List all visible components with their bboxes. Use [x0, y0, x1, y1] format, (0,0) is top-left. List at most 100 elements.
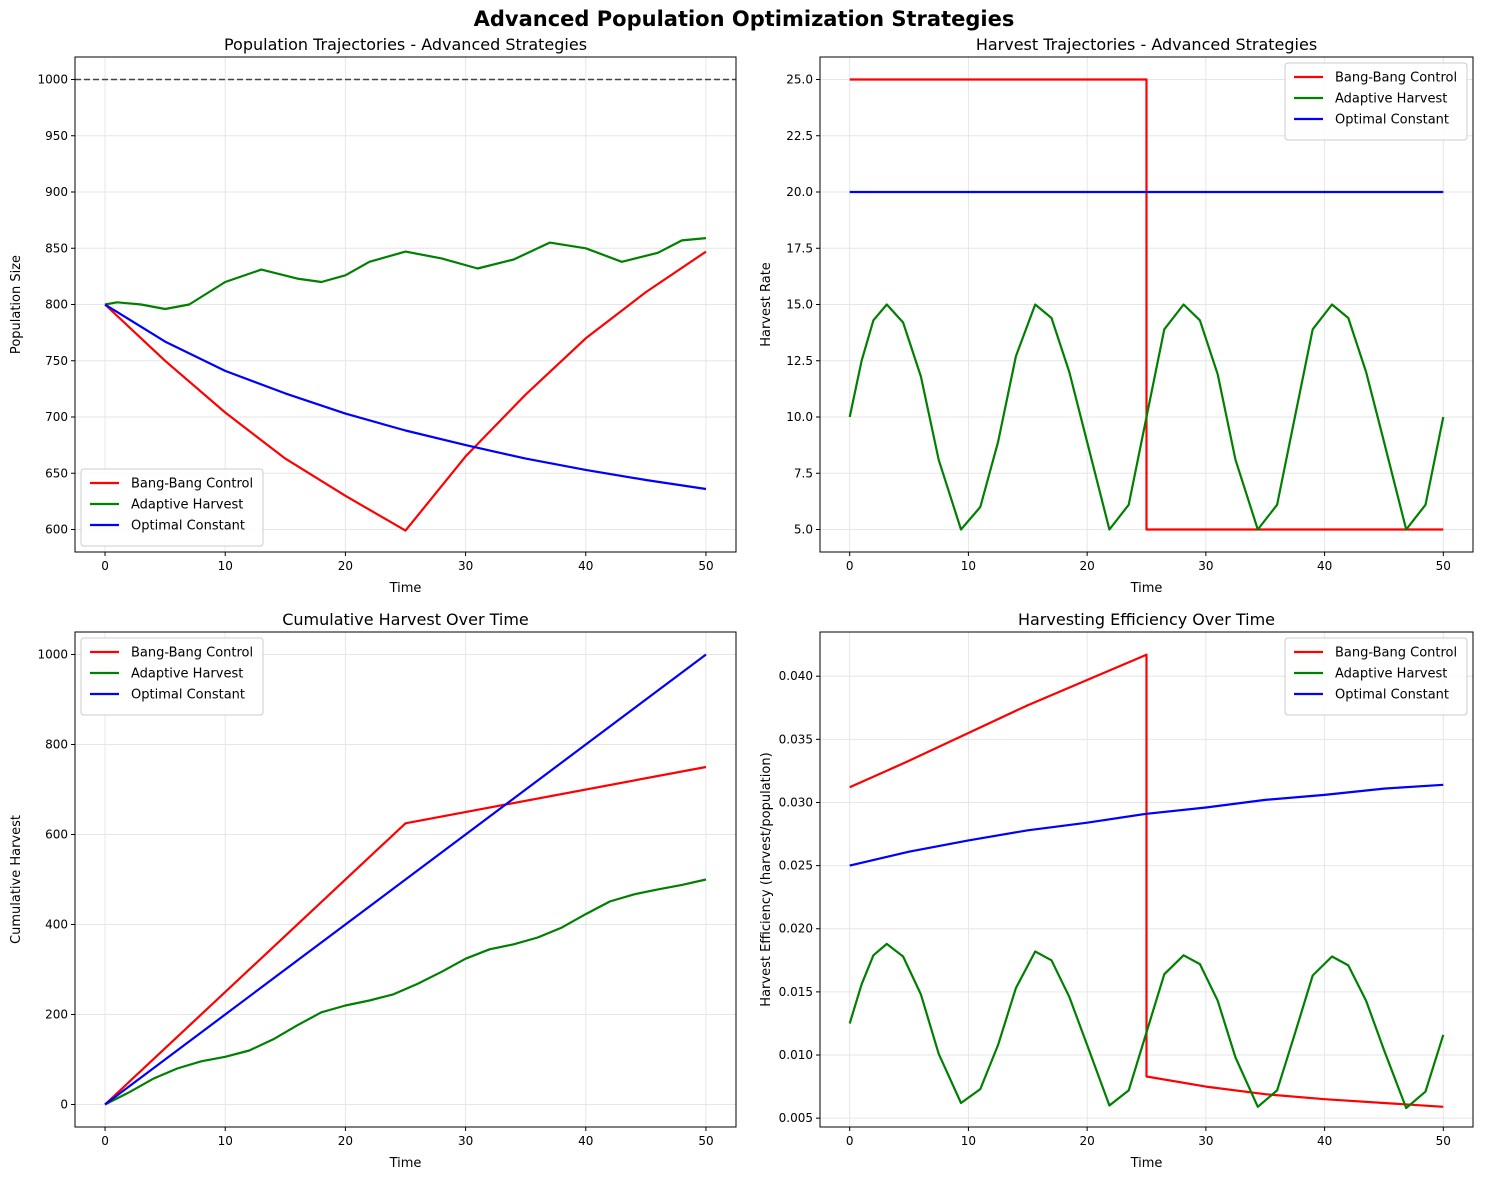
series-line-optimal-constant	[104, 653, 707, 1106]
legend-label: Bang-Bang Control	[1335, 71, 1457, 86]
y-tick-label: 0.015	[779, 985, 813, 999]
x-tick-label: 50	[698, 559, 713, 573]
x-axis-label: Time	[1130, 581, 1163, 596]
y-tick-label: 17.5	[786, 241, 813, 255]
legend-label: Adaptive Harvest	[131, 498, 243, 513]
x-axis-label: Time	[1130, 1156, 1163, 1171]
x-tick-label: 20	[1079, 1134, 1094, 1148]
y-tick-label: 800	[45, 738, 68, 752]
y-tick-label: 1000	[37, 648, 68, 662]
legend: Bang-Bang Control Adaptive Harvest Optimal…	[1284, 637, 1468, 716]
x-tick-label: 30	[1198, 1134, 1213, 1148]
legend-label: Bang-Bang Control	[1335, 646, 1457, 661]
panel-title: Harvest Trajectories - Advanced Strategi…	[976, 35, 1317, 54]
y-tick-label: 950	[45, 129, 68, 143]
y-tick-label: 850	[45, 241, 68, 255]
figure-title: Advanced Population Optimization Strateg…	[474, 7, 1015, 31]
x-tick-label: 40	[578, 1134, 593, 1148]
series-line-adaptive-harvest	[848, 942, 1445, 1110]
y-tick-label: 12.5	[786, 354, 813, 368]
y-tick-label: 0.030	[779, 795, 813, 809]
y-tick-label: 200	[45, 1008, 68, 1022]
y-tick-label: 10.0	[786, 410, 813, 424]
legend-label: Adaptive Harvest	[1335, 667, 1447, 682]
y-tick-label: 0.040	[779, 669, 813, 683]
y-axis-label: Cumulative Harvest	[9, 815, 24, 944]
y-tick-label: 750	[45, 354, 68, 368]
x-tick-label: 0	[846, 559, 854, 573]
x-tick-label: 40	[1317, 1134, 1332, 1148]
chart-panel-2: 0 10 20 30 40 50 5.0 7.5 10.0 12.5 15.0 17.5 20.0 22.…	[759, 35, 1474, 596]
x-tick-label: 50	[1436, 559, 1451, 573]
legend-box	[1284, 62, 1468, 141]
y-tick-label: 0.010	[779, 1048, 813, 1062]
x-tick-label: 0	[101, 559, 109, 573]
y-tick-label: 20.0	[786, 185, 813, 199]
series-line-bang-bang-control	[104, 250, 707, 532]
y-axis-label: Population Size	[9, 255, 24, 354]
legend: Bang-Bang Control Adaptive Harvest Optimal…	[80, 637, 264, 716]
legend-box	[80, 468, 264, 547]
x-tick-label: 40	[578, 559, 593, 573]
legend-label: Optimal Constant	[131, 519, 245, 534]
x-tick-label: 10	[218, 1134, 233, 1148]
panel-title: Harvesting Efficiency Over Time	[1018, 610, 1275, 629]
legend: Bang-Bang Control Adaptive Harvest Optimal…	[1284, 62, 1468, 141]
y-tick-label: 600	[45, 828, 68, 842]
y-tick-label: 25.0	[786, 73, 813, 87]
series-line-optimal-constant	[104, 303, 707, 491]
legend-label: Optimal Constant	[131, 688, 245, 703]
chart-panel-3: 0 10 20 30 40 50 0 200 400 600 800 1000 Cumulative H…	[9, 610, 737, 1171]
series-line-adaptive-harvest	[104, 878, 707, 1106]
y-tick-label: 1000	[37, 73, 68, 87]
x-tick-label: 40	[1317, 559, 1332, 573]
series-line-bang-bang-control	[849, 653, 1444, 1108]
axes-frame	[819, 631, 1474, 1128]
y-tick-label: 0.035	[779, 732, 813, 746]
legend-label: Optimal Constant	[1335, 113, 1449, 128]
legend-label: Bang-Bang Control	[131, 646, 253, 661]
x-axis-label: Time	[389, 1156, 422, 1171]
legend: Bang-Bang Control Adaptive Harvest Optimal…	[80, 468, 264, 547]
chart-panel-1: 0 10 20 30 40 50 600 650 700 750 800 850 900 950 1000 P…	[9, 35, 737, 596]
y-tick-label: 5.0	[794, 523, 813, 537]
x-tick-label: 50	[698, 1134, 713, 1148]
x-tick-label: 20	[338, 559, 353, 573]
x-tick-label: 0	[846, 1134, 854, 1148]
x-tick-label: 10	[961, 1134, 976, 1148]
legend-label: Optimal Constant	[1335, 688, 1449, 703]
legend-box	[80, 637, 264, 716]
y-tick-label: 0.005	[779, 1111, 813, 1125]
x-tick-label: 30	[1198, 559, 1213, 573]
legend-label: Adaptive Harvest	[1335, 92, 1447, 107]
series-line-bang-bang-control	[849, 78, 1444, 531]
x-tick-label: 0	[101, 1134, 109, 1148]
y-tick-label: 0	[60, 1098, 68, 1112]
y-axis-label: Harvest Rate	[759, 262, 774, 347]
series-line-adaptive-harvest	[104, 237, 707, 311]
y-tick-label: 7.5	[794, 466, 813, 480]
y-tick-label: 600	[45, 523, 68, 537]
x-axis-label: Time	[389, 581, 422, 596]
legend-label: Adaptive Harvest	[131, 667, 243, 682]
legend-box	[1284, 637, 1468, 716]
series-line-bang-bang-control	[104, 765, 707, 1106]
y-tick-label: 0.025	[779, 859, 813, 873]
y-tick-label: 15.0	[786, 298, 813, 312]
series-line-optimal-constant	[849, 783, 1444, 867]
x-tick-label: 10	[218, 559, 233, 573]
y-tick-label: 800	[45, 298, 68, 312]
y-tick-label: 0.020	[779, 922, 813, 936]
x-tick-label: 30	[458, 1134, 473, 1148]
y-tick-label: 700	[45, 410, 68, 424]
y-axis-label: Harvest Efficiency (harvest/population)	[759, 752, 774, 1006]
series-line-adaptive-harvest	[848, 303, 1445, 531]
y-tick-label: 400	[45, 918, 68, 932]
x-tick-label: 10	[961, 559, 976, 573]
x-tick-label: 30	[458, 559, 473, 573]
panel-title: Population Trajectories - Advanced Strat…	[224, 35, 587, 54]
legend-label: Bang-Bang Control	[131, 477, 253, 492]
y-tick-label: 650	[45, 466, 68, 480]
x-tick-label: 20	[338, 1134, 353, 1148]
